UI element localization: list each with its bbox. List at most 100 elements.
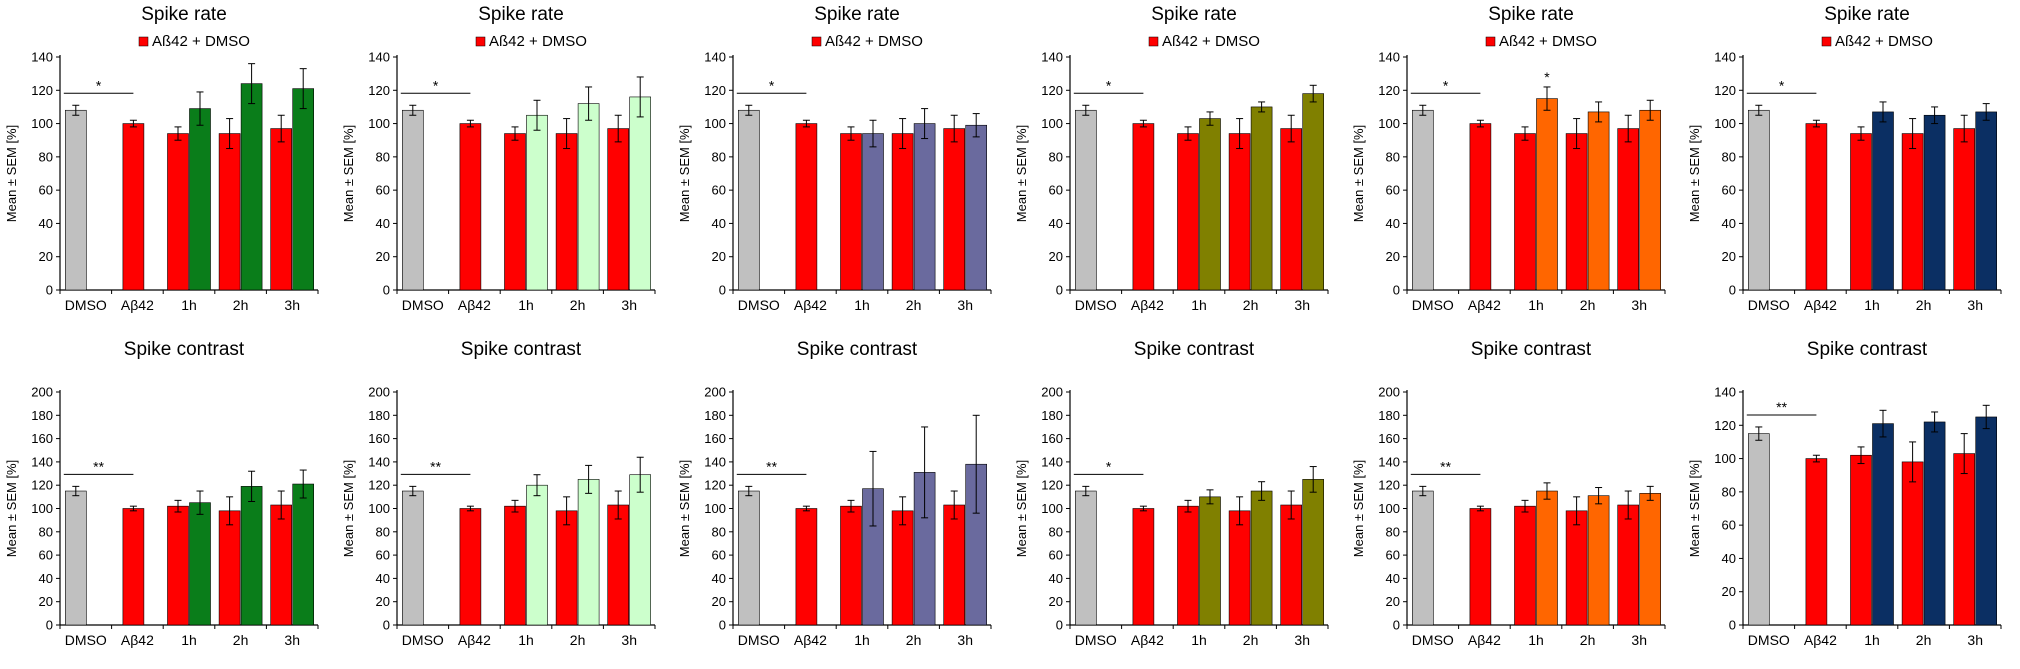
y-tick-label: 140 xyxy=(1041,454,1063,469)
bar-treatment xyxy=(1536,98,1558,291)
y-tick-label: 100 xyxy=(704,501,726,516)
x-tick-label: 2h xyxy=(1580,297,1596,313)
y-tick-label: 40 xyxy=(376,571,390,586)
x-tick-label: Aβ42 xyxy=(1468,297,1501,313)
y-tick-label: 80 xyxy=(712,524,726,539)
bar-abeta xyxy=(943,504,966,626)
bar-treatment xyxy=(240,83,263,291)
chart-panel: Spike rate Mean ± SEM [%] 0 20 40 60 80 100 120 1… xyxy=(341,4,656,313)
x-tick-label: 2h xyxy=(906,297,922,313)
x-tick-label: 1h xyxy=(1864,632,1880,648)
y-tick-label: 60 xyxy=(39,183,53,198)
x-tick-label: DMSO xyxy=(738,632,780,648)
y-tick-label: 60 xyxy=(39,548,53,563)
legend-swatch xyxy=(1148,36,1159,47)
y-tick-label: 120 xyxy=(1714,83,1736,98)
bar-abeta xyxy=(167,505,189,626)
y-tick-label: 0 xyxy=(1056,283,1063,298)
y-tick-label: 20 xyxy=(1049,249,1063,264)
chart-panel: Spike contrast Mean ± SEM [%] 0 20 40 60 80 100… xyxy=(677,339,992,648)
legend-label: Aß42 + DMSO xyxy=(152,33,250,50)
x-tick-label: Aβ42 xyxy=(121,632,154,648)
y-tick-label: 120 xyxy=(1714,418,1736,433)
y-tick-label: 60 xyxy=(712,548,726,563)
x-tick-label: Aβ42 xyxy=(121,297,154,313)
x-tick-label: 3h xyxy=(284,632,300,648)
y-tick-label: 0 xyxy=(383,618,390,633)
y-tick-label: 140 xyxy=(704,50,726,65)
y-tick-label: 100 xyxy=(31,116,53,131)
y-tick-label: 140 xyxy=(704,454,726,469)
x-tick-label: 2h xyxy=(1916,632,1932,648)
bar-treatment xyxy=(1975,416,1998,626)
y-tick-label: 80 xyxy=(376,149,390,164)
bar-abeta xyxy=(1953,453,1976,626)
bar-abeta xyxy=(167,133,189,291)
chart-title: Spike contrast xyxy=(1807,339,1928,360)
legend-label: Aß42 + DMSO xyxy=(1162,33,1260,50)
y-tick-label: 160 xyxy=(31,431,53,446)
y-tick-label: 80 xyxy=(712,149,726,164)
y-axis-label: Mean ± SEM [%] xyxy=(4,460,19,557)
bar-abeta xyxy=(1132,123,1155,291)
x-tick-label: 3h xyxy=(1294,297,1310,313)
y-tick-label: 120 xyxy=(704,478,726,493)
bar-treatment xyxy=(189,108,211,291)
y-axis-label: Mean ± SEM [%] xyxy=(677,125,692,222)
y-tick-label: 20 xyxy=(1386,249,1400,264)
x-tick-label: 1h xyxy=(1528,297,1544,313)
bar-abeta xyxy=(555,133,578,291)
y-tick-label: 100 xyxy=(1714,116,1736,131)
x-tick-label: DMSO xyxy=(738,297,780,313)
significance-label: * xyxy=(769,77,775,93)
significance-label: ** xyxy=(766,458,777,474)
y-axis-label: Mean ± SEM [%] xyxy=(1014,125,1029,222)
y-tick-label: 200 xyxy=(1041,385,1063,400)
y-tick-label: 80 xyxy=(1722,484,1736,499)
y-tick-label: 20 xyxy=(712,249,726,264)
y-tick-label: 0 xyxy=(383,283,390,298)
y-tick-label: 80 xyxy=(1049,524,1063,539)
chart-panel: Spike rate Mean ± SEM [%] 0 20 40 60 80 100 120 1… xyxy=(1014,4,1329,313)
chart-panel: Spike contrast Mean ± SEM [%] 0 20 40 60 80 100… xyxy=(1351,339,1666,648)
bar-abeta xyxy=(1514,133,1536,291)
bar-abeta xyxy=(795,508,818,626)
bar-abeta xyxy=(1850,454,1872,626)
bar-dmso xyxy=(1412,109,1434,291)
bar-treatment xyxy=(1639,109,1662,291)
y-tick-label: 140 xyxy=(1378,454,1400,469)
significance-label: * xyxy=(1443,77,1449,93)
y-tick-label: 180 xyxy=(368,408,390,423)
y-tick-label: 40 xyxy=(712,571,726,586)
y-tick-label: 140 xyxy=(31,50,53,65)
y-tick-label: 20 xyxy=(376,249,390,264)
y-tick-label: 100 xyxy=(1378,116,1400,131)
significance-label: ** xyxy=(1776,399,1787,415)
bar-abeta xyxy=(504,133,526,291)
y-tick-label: 200 xyxy=(368,385,390,400)
y-tick-label: 40 xyxy=(1722,551,1736,566)
y-tick-label: 140 xyxy=(1714,385,1736,400)
y-tick-label: 60 xyxy=(376,548,390,563)
y-tick-label: 100 xyxy=(704,116,726,131)
chart-panel: Spike rate Mean ± SEM [%] 0 20 40 60 80 100 120 1… xyxy=(1687,4,2002,313)
y-tick-label: 100 xyxy=(1041,501,1063,516)
x-tick-label: 2h xyxy=(233,297,249,313)
x-tick-label: 3h xyxy=(1967,632,1983,648)
y-tick-label: 120 xyxy=(1041,83,1063,98)
x-tick-label: 2h xyxy=(570,297,586,313)
y-tick-label: 100 xyxy=(1378,501,1400,516)
legend-swatch xyxy=(138,36,149,47)
bar-abeta xyxy=(1280,504,1303,626)
chart-panel: Spike contrast Mean ± SEM [%] 0 20 40 60 80 100… xyxy=(341,339,656,648)
y-axis-label: Mean ± SEM [%] xyxy=(1014,460,1029,557)
bar-abeta xyxy=(459,123,482,291)
y-tick-label: 120 xyxy=(1378,478,1400,493)
bar-abeta xyxy=(1805,123,1828,291)
bar-dmso xyxy=(738,490,760,626)
y-tick-label: 100 xyxy=(1714,451,1736,466)
y-tick-label: 200 xyxy=(31,385,53,400)
chart-title: Spike rate xyxy=(141,4,227,25)
y-tick-label: 200 xyxy=(704,385,726,400)
bar-treatment xyxy=(1872,423,1894,626)
